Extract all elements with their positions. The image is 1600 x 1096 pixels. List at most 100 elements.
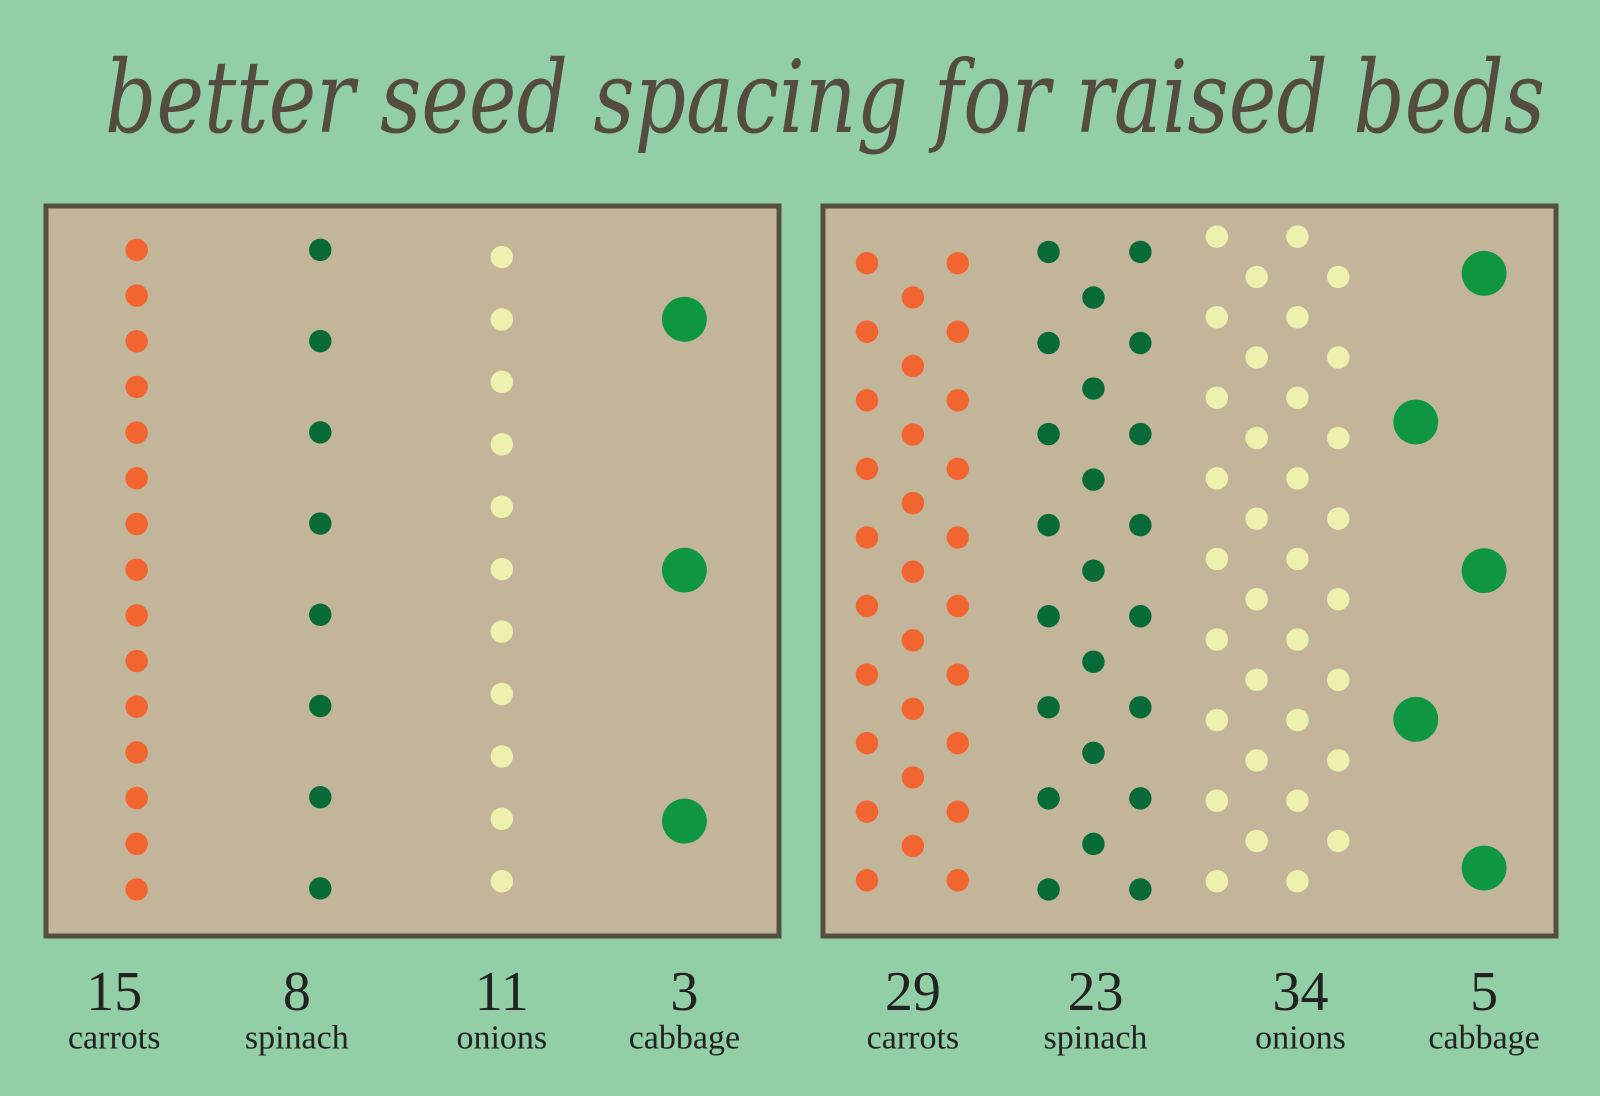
plant-name: onions: [1255, 1020, 1346, 1057]
seed-dot: [490, 807, 514, 831]
seed-dot: [946, 457, 970, 481]
seed-dot: [1205, 708, 1229, 732]
bed-standard: [43, 203, 782, 939]
seed-dot: [1245, 588, 1268, 611]
seed-dot: [1129, 696, 1152, 719]
seed-dot: [125, 786, 148, 810]
seed-dot: [1461, 845, 1507, 891]
seed-dot: [1286, 386, 1309, 410]
seed-dot: [1205, 547, 1229, 571]
seed-dot: [125, 695, 148, 718]
seed-dot: [855, 389, 879, 412]
seed-dot: [125, 558, 148, 581]
plant-name: spinach: [1044, 1020, 1148, 1057]
seed-dot: [125, 467, 148, 490]
seed-dot: [125, 878, 148, 901]
seed-dot: [946, 526, 970, 549]
seed-dot: [1205, 306, 1229, 329]
seed-dot: [1245, 346, 1268, 369]
seed-dot: [125, 375, 148, 399]
seed-dot: [1286, 306, 1309, 329]
seed-dot: [309, 238, 332, 262]
seed-dot: [855, 869, 879, 892]
seed-dot: [490, 870, 514, 893]
plant-name: carrots: [68, 1020, 161, 1057]
seed-dot: [1245, 507, 1268, 530]
seed-dot: [1286, 708, 1309, 732]
seed-count: 29: [885, 961, 941, 1023]
seed-dot: [946, 594, 970, 618]
seed-dot: [490, 682, 514, 706]
seed-dot: [661, 547, 707, 593]
seed-dot: [490, 745, 514, 768]
seed-dot: [1205, 628, 1229, 651]
seed-dot: [1245, 265, 1268, 289]
seed-dot: [1205, 467, 1229, 490]
plant-name: cabbage: [1428, 1020, 1539, 1057]
seed-dot: [309, 329, 332, 353]
seed-dot: [1129, 331, 1152, 355]
seed-dot: [1205, 386, 1229, 410]
seed-dot: [1205, 870, 1229, 893]
seed-dot: [661, 296, 707, 342]
seed-dot: [1461, 548, 1507, 594]
seed-dot: [1461, 250, 1507, 296]
seed-dot: [1037, 605, 1060, 628]
seed-dot: [855, 251, 879, 275]
seed-dot: [1129, 513, 1152, 537]
seed-dot: [946, 731, 970, 755]
seed-dot: [490, 433, 514, 456]
seed-dot: [1286, 628, 1309, 651]
seed-dot: [1129, 422, 1152, 446]
seed-dot: [125, 649, 148, 673]
seed-dot: [1082, 468, 1105, 491]
seed-dot: [661, 798, 707, 844]
seed-dot: [901, 629, 925, 652]
seed-count: 34: [1273, 961, 1329, 1023]
seed-dot: [1327, 749, 1350, 772]
seed-dot: [125, 604, 148, 627]
seed-dot: [855, 800, 879, 823]
bed-better: [820, 203, 1559, 939]
seed-dot: [1082, 832, 1105, 856]
seed-dot: [1393, 696, 1439, 742]
seed-dot: [1037, 787, 1060, 810]
seed-count: 3: [670, 961, 698, 1023]
title: better seed spacing for raised beds: [105, 39, 1545, 156]
seed-dot: [946, 389, 970, 412]
seed-dot: [946, 800, 970, 823]
seed-dot: [309, 603, 332, 626]
seed-dot: [855, 731, 879, 755]
seed-dot: [946, 663, 970, 686]
seed-dot: [1393, 399, 1439, 445]
seed-dot: [901, 286, 925, 309]
seed-dot: [1082, 650, 1105, 673]
seed-dot: [1245, 668, 1268, 692]
seed-dot: [125, 741, 148, 764]
seed-dot: [309, 512, 332, 535]
seed-dot: [125, 421, 148, 444]
seed-count: 11: [475, 961, 529, 1023]
seed-dot: [125, 284, 148, 307]
seed-dot: [1327, 426, 1350, 450]
seed-dot: [901, 834, 925, 858]
seed-dot: [1037, 878, 1060, 901]
seed-dot: [1327, 507, 1350, 530]
seed-dot: [490, 308, 514, 331]
seed-dot: [1286, 547, 1309, 571]
seed-dot: [1037, 240, 1060, 264]
seed-dot: [1286, 225, 1309, 248]
seed-dot: [855, 594, 879, 618]
seed-dot: [125, 832, 148, 855]
seed-dot: [901, 423, 925, 446]
seed-dot: [1245, 749, 1268, 772]
seed-dot: [1327, 668, 1350, 692]
seed-dot: [855, 663, 879, 686]
plant-name: carrots: [867, 1020, 960, 1057]
seed-dot: [1037, 422, 1060, 446]
seed-dot: [855, 457, 879, 481]
seed-dot: [855, 526, 879, 549]
seed-dot: [309, 694, 332, 718]
plant-name: onions: [456, 1020, 547, 1057]
